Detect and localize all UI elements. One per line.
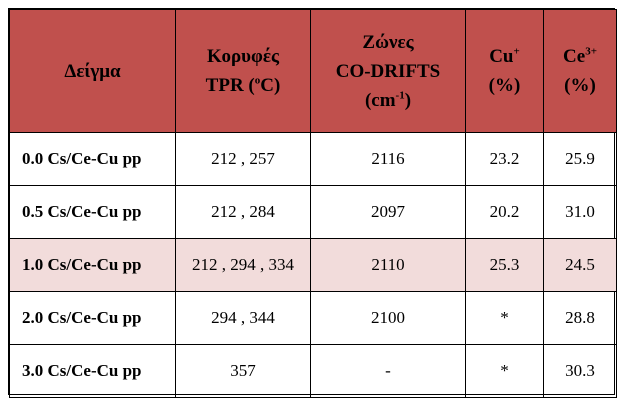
table-row: 3.0 Cs/Ce-Cu pp 357 - * 30.3 <box>9 344 617 398</box>
results-table: Δείγμα Κορυφές TPR (oC) Ζώνες CO-DRIFTS … <box>9 9 617 398</box>
table-row: 0.0 Cs/Ce-Cu pp 212 , 257 2116 23.2 25.9 <box>9 132 617 186</box>
cell-sample: 1.0 Cs/Ce-Cu pp <box>9 238 176 292</box>
header-cu-plus: Cu+ (%) <box>465 9 544 133</box>
cell-drifts: 2116 <box>310 132 466 186</box>
cell-cu: * <box>465 344 544 398</box>
cell-cu: 25.3 <box>465 238 544 292</box>
header-ce-3plus: Ce3+ (%) <box>543 9 617 133</box>
cell-tpr: 212 , 257 <box>175 132 311 186</box>
header-sample: Δείγμα <box>9 9 176 133</box>
cell-ce: 25.9 <box>543 132 617 186</box>
cell-cu: 20.2 <box>465 185 544 239</box>
cell-tpr: 212 , 294 , 334 <box>175 238 311 292</box>
cell-sample: 3.0 Cs/Ce-Cu pp <box>9 344 176 398</box>
cell-tpr: 212 , 284 <box>175 185 311 239</box>
cell-drifts: 2110 <box>310 238 466 292</box>
cell-drifts: - <box>310 344 466 398</box>
cell-drifts: 2100 <box>310 291 466 345</box>
table-row-highlighted: 1.0 Cs/Ce-Cu pp 212 , 294 , 334 2110 25.… <box>9 238 617 292</box>
cell-ce: 28.8 <box>543 291 617 345</box>
cell-cu: 23.2 <box>465 132 544 186</box>
table-row: 0.5 Cs/Ce-Cu pp 212 , 284 2097 20.2 31.0 <box>9 185 617 239</box>
results-table-container: Δείγμα Κορυφές TPR (oC) Ζώνες CO-DRIFTS … <box>8 8 617 398</box>
cell-ce: 31.0 <box>543 185 617 239</box>
header-co-drifts: Ζώνες CO-DRIFTS (cm-1) <box>310 9 466 133</box>
cell-sample: 0.0 Cs/Ce-Cu pp <box>9 132 176 186</box>
cell-cu: * <box>465 291 544 345</box>
header-tpr: Κορυφές TPR (oC) <box>175 9 311 133</box>
cell-tpr: 357 <box>175 344 311 398</box>
cell-sample: 0.5 Cs/Ce-Cu pp <box>9 185 176 239</box>
cell-tpr: 294 , 344 <box>175 291 311 345</box>
cell-drifts: 2097 <box>310 185 466 239</box>
cell-sample: 2.0 Cs/Ce-Cu pp <box>9 291 176 345</box>
cell-ce: 30.3 <box>543 344 617 398</box>
table-row: 2.0 Cs/Ce-Cu pp 294 , 344 2100 * 28.8 <box>9 291 617 345</box>
header-row: Δείγμα Κορυφές TPR (oC) Ζώνες CO-DRIFTS … <box>9 9 617 133</box>
cell-ce: 24.5 <box>543 238 617 292</box>
